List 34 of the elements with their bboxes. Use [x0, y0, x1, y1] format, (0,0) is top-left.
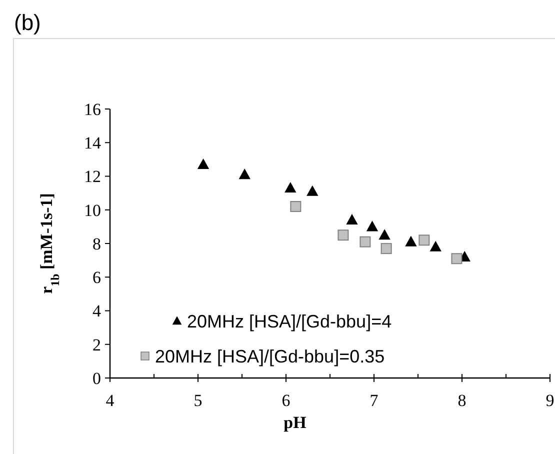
y-tick-label: 14 — [84, 134, 102, 153]
x-tick-label: 7 — [370, 391, 379, 410]
y-tick-label: 4 — [92, 302, 102, 321]
point — [418, 234, 430, 246]
y-tick-label: 6 — [92, 268, 101, 288]
point — [430, 241, 442, 252]
point — [379, 230, 390, 240]
point — [306, 186, 318, 196]
y-tick-label: 2 — [92, 335, 101, 354]
point — [239, 169, 250, 180]
x-tick-label: 8 — [458, 391, 466, 410]
y-tick-label: 12 — [84, 167, 101, 186]
x-tick-label: 6 — [282, 391, 290, 410]
point — [284, 182, 296, 193]
chart-title: (b) — [14, 10, 41, 35]
y-tick-label: 10 — [84, 200, 101, 220]
y-tick-label: 0 — [92, 368, 101, 388]
y-tick-label: 16 — [84, 100, 101, 119]
point — [338, 230, 349, 241]
legend-label: 20MHz [HSA]/[Gd-bbu]=4 — [187, 311, 392, 332]
y-tick-label: 8 — [92, 234, 101, 254]
point — [198, 158, 209, 169]
point — [346, 214, 358, 224]
legend-label: 20MHz [HSA]/[Gd-bbu]=0.35 — [155, 346, 385, 366]
x-tick-label: 4 — [106, 391, 115, 410]
point — [405, 236, 416, 246]
x-tick-label: 9 — [546, 391, 554, 410]
point — [451, 253, 462, 264]
point — [380, 243, 392, 254]
point — [290, 201, 302, 212]
x-tick-label: 5 — [194, 391, 202, 410]
point — [360, 236, 371, 248]
point — [366, 221, 378, 232]
x-axis-title: pH — [284, 413, 306, 432]
